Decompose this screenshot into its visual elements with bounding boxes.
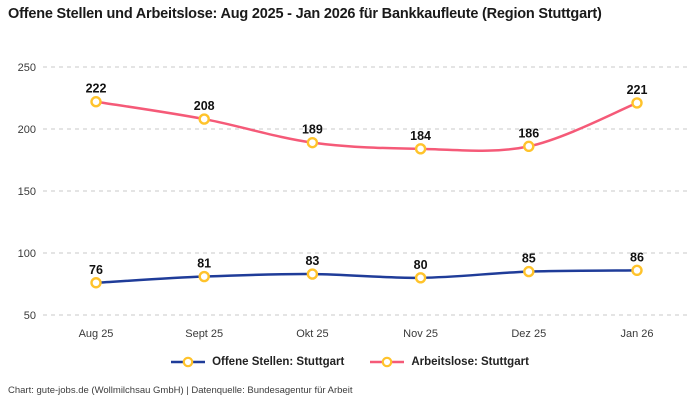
chart-legend: Offene Stellen: Stuttgart Arbeitslose: S… <box>0 356 700 368</box>
svg-text:Sept 25: Sept 25 <box>185 328 223 340</box>
svg-text:Dez 25: Dez 25 <box>511 328 546 340</box>
svg-text:208: 208 <box>194 99 215 113</box>
svg-text:50: 50 <box>24 310 36 322</box>
svg-text:86: 86 <box>630 250 644 264</box>
svg-text:189: 189 <box>302 123 323 137</box>
svg-text:250: 250 <box>18 62 36 74</box>
svg-text:Nov 25: Nov 25 <box>403 328 438 340</box>
svg-text:Okt 25: Okt 25 <box>296 328 328 340</box>
svg-text:184: 184 <box>410 129 431 143</box>
svg-text:222: 222 <box>86 82 107 96</box>
svg-text:Jan 26: Jan 26 <box>620 328 653 340</box>
legend-line-marker-icon <box>171 356 206 368</box>
svg-text:100: 100 <box>18 248 36 260</box>
svg-text:80: 80 <box>414 258 428 272</box>
svg-text:76: 76 <box>89 263 103 277</box>
svg-text:81: 81 <box>197 257 211 271</box>
svg-text:200: 200 <box>18 124 36 136</box>
svg-text:Aug 25: Aug 25 <box>79 328 114 340</box>
attribution: Chart: gute-jobs.de (Wollmilchsau GmbH) … <box>8 385 353 396</box>
svg-text:221: 221 <box>627 83 648 97</box>
legend-label: Offene Stellen: Stuttgart <box>212 356 345 368</box>
line-chart: 250 200 150 100 50 Aug 25 Sept 25 Okt 25 Nov 25 D… <box>18 62 690 340</box>
svg-text:83: 83 <box>305 254 319 268</box>
chart-title: Offene Stellen und Arbeitslose: Aug 2025… <box>8 6 602 22</box>
legend-label: Arbeitslose: Stuttgart <box>411 356 529 368</box>
svg-text:85: 85 <box>522 252 536 266</box>
svg-text:186: 186 <box>518 126 539 140</box>
svg-text:150: 150 <box>18 186 36 198</box>
legend-line-marker-icon <box>370 356 405 368</box>
legend-item-arbeitslose[interactable]: Arbeitslose: Stuttgart <box>370 356 529 368</box>
legend-item-offene-stellen[interactable]: Offene Stellen: Stuttgart <box>171 356 344 368</box>
